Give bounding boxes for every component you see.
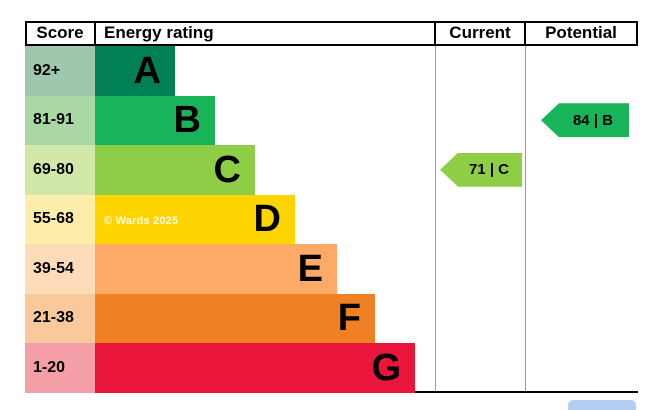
current-column-header: Current — [449, 23, 511, 42]
band-letter-g: G — [371, 346, 401, 389]
band-bar-f: F — [95, 293, 375, 343]
band-letter-e: E — [297, 247, 323, 290]
band-bar-d: D — [95, 194, 295, 244]
band-bar-e: E — [95, 244, 337, 294]
potential-indicator: 84 | B — [541, 103, 629, 138]
partial-blue-element — [568, 400, 636, 410]
potential-column-divider-header — [524, 21, 526, 46]
band-row-c: 69-80 C — [25, 145, 638, 195]
band-rows: 92+ A 81-91 B 69-80 C 55-68 D 39-54 — [25, 46, 638, 393]
potential-indicator-label: 84 | B — [572, 111, 614, 129]
band-score-d: 55-68 — [25, 194, 95, 244]
band-letter-c: C — [213, 148, 241, 191]
band-row-a: 92+ A — [25, 46, 638, 96]
current-indicator-label: 71 | C — [468, 161, 510, 179]
potential-column-header: Potential — [545, 23, 617, 42]
current-indicator: 71 | C — [440, 152, 522, 187]
watermark: © Wards 2025 — [104, 215, 179, 227]
header-right-border — [636, 21, 638, 46]
energy-rating-column-header: Energy rating — [104, 23, 214, 42]
band-score-g: 1-20 — [25, 343, 95, 393]
band-bar-a: A — [95, 46, 175, 96]
band-score-c: 69-80 — [25, 145, 95, 195]
band-row-b: 81-91 B — [25, 95, 638, 145]
band-letter-a: A — [133, 49, 161, 92]
band-row-f: 21-38 F — [25, 293, 638, 343]
band-row-e: 39-54 E — [25, 244, 638, 294]
band-row-d: 55-68 D — [25, 194, 638, 244]
table-top-border — [25, 21, 638, 23]
header-left-border — [25, 21, 27, 46]
band-bar-c: C — [95, 145, 255, 195]
band-row-g: 1-20 G — [25, 343, 638, 393]
band-letter-d: D — [253, 198, 281, 241]
current-column-divider — [435, 46, 436, 391]
band-score-b: 81-91 — [25, 95, 95, 145]
band-bar-g: G — [95, 343, 415, 393]
potential-column-divider — [525, 46, 526, 391]
current-column-divider-header — [434, 21, 436, 46]
score-column-header: Score — [36, 23, 84, 42]
header-bottom-border — [25, 44, 638, 46]
score-column-divider — [94, 21, 96, 46]
band-score-a: 92+ — [25, 46, 95, 96]
band-score-e: 39-54 — [25, 244, 95, 294]
band-letter-b: B — [173, 99, 201, 142]
band-bar-b: B — [95, 95, 215, 145]
band-score-f: 21-38 — [25, 293, 95, 343]
band-letter-f: F — [337, 297, 361, 340]
